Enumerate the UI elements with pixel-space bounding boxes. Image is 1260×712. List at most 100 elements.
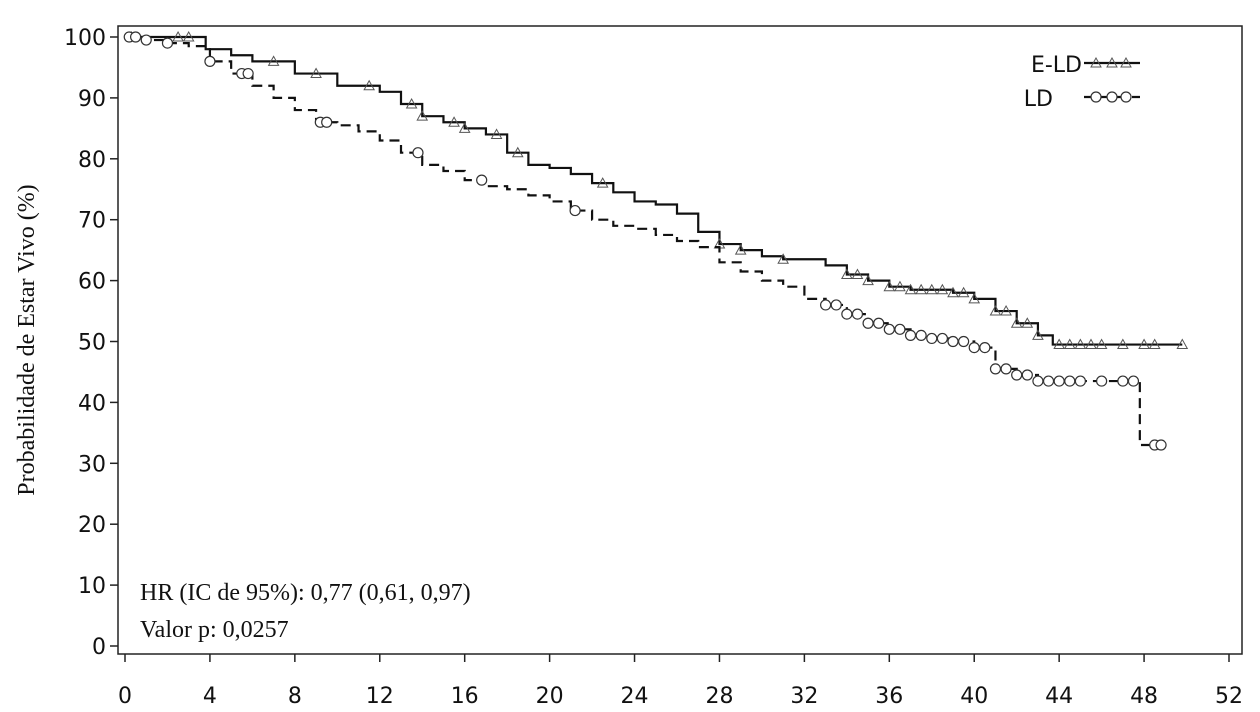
censor-marker (405, 97, 418, 109)
censor-marker (904, 283, 917, 295)
censor-marker (873, 317, 885, 329)
x-tick-label: 4 (203, 684, 217, 709)
censor-marker (172, 30, 184, 42)
censor-marker (511, 146, 524, 158)
censor-marker (310, 67, 322, 79)
censor-marker (883, 280, 896, 292)
censor-marker (204, 55, 216, 67)
legend: E-LD LD (1024, 53, 1140, 112)
censor-marker (777, 253, 790, 264)
censor-marker (883, 323, 895, 335)
censor-marker (820, 299, 832, 311)
censor-marker (569, 204, 581, 217)
censor-marker (1000, 363, 1012, 375)
censor-marker (412, 147, 424, 159)
censor-marker (830, 299, 842, 311)
censor-marker (968, 341, 980, 354)
censor-marker (1155, 439, 1167, 451)
y-tick-label: 10 (78, 574, 106, 599)
x-tick-label: 20 (536, 684, 564, 709)
series-layer (123, 30, 1189, 451)
censor-marker (1148, 338, 1161, 350)
censor-marker (1021, 317, 1034, 328)
legend-label: LD (1024, 87, 1053, 112)
censor-marker (1053, 338, 1066, 350)
censor-marker (1021, 369, 1033, 381)
x-tick-label: 12 (366, 684, 394, 709)
censor-marker (915, 283, 928, 295)
censor-marker (957, 286, 970, 298)
censor-marker (958, 335, 970, 348)
censor-marker (1010, 317, 1023, 328)
censor-marker (596, 177, 609, 188)
censor-marker (476, 174, 488, 186)
censor-marker (947, 286, 959, 298)
y-tick-label: 80 (78, 148, 106, 173)
censor-marker (862, 274, 874, 286)
censor-marker (1117, 375, 1129, 387)
legend-label: E-LD (1031, 53, 1082, 78)
censor-marker (936, 332, 948, 345)
censor-marker (1053, 375, 1065, 387)
y-tick-label: 50 (78, 331, 106, 356)
legend-marker (1090, 91, 1102, 103)
censor-marker (363, 79, 376, 91)
y-tick-label: 0 (92, 635, 106, 660)
censor-marker (1085, 338, 1097, 350)
x-tick-label: 52 (1215, 684, 1243, 709)
censor-marker (841, 308, 853, 320)
censor-marker (161, 37, 174, 49)
censor-marker (926, 332, 938, 345)
censor-marker (947, 335, 959, 348)
censor-marker (851, 268, 864, 280)
y-tick-label: 30 (78, 452, 106, 477)
y-tick-label: 70 (78, 209, 106, 234)
censor-marker (904, 329, 917, 342)
censor-marker (862, 317, 874, 329)
censor-marker (1011, 369, 1023, 381)
y-tick-label: 20 (78, 513, 106, 538)
x-tick-label: 40 (960, 684, 988, 709)
x-tick-label: 44 (1045, 684, 1073, 709)
legend-marker (1120, 91, 1132, 103)
censor-marker (840, 268, 853, 280)
censor-marker (448, 116, 460, 127)
censor-marker (734, 244, 747, 255)
censor-marker (925, 283, 938, 295)
censor-marker (416, 110, 429, 121)
censor-marker (182, 30, 195, 42)
censor-marker (130, 31, 142, 43)
censor-marker (851, 308, 864, 320)
censor-marker (894, 280, 906, 292)
censor-marker (1096, 375, 1108, 387)
censor-marker (979, 341, 991, 354)
legend-marker (1106, 91, 1118, 103)
censor-marker (490, 128, 503, 139)
pvalue-annotation: Valor p: 0,0257 (140, 617, 289, 643)
survival-curve (125, 35, 1183, 346)
legend-marker (1120, 56, 1132, 68)
y-tick-label: 40 (78, 391, 106, 416)
censor-marker (242, 67, 254, 80)
censor-marker (894, 323, 906, 335)
censor-marker (1032, 375, 1044, 387)
plot-frame (117, 25, 1243, 655)
y-tick-label: 100 (64, 26, 106, 51)
x-tick-label: 48 (1130, 684, 1158, 709)
survival-curve (125, 35, 1162, 447)
y-tick-label: 60 (78, 270, 106, 295)
censor-marker (1127, 375, 1140, 387)
censor-marker (1116, 338, 1129, 350)
censor-marker (321, 116, 333, 128)
series-ld (123, 31, 1167, 451)
legend-marker (1090, 56, 1102, 68)
censor-marker (1064, 375, 1076, 387)
censor-marker (989, 305, 1002, 316)
censor-marker (1074, 338, 1087, 350)
x-tick-label: 0 (118, 684, 132, 709)
censor-marker (989, 363, 1002, 375)
censor-marker (936, 283, 949, 295)
censor-marker (968, 292, 981, 304)
